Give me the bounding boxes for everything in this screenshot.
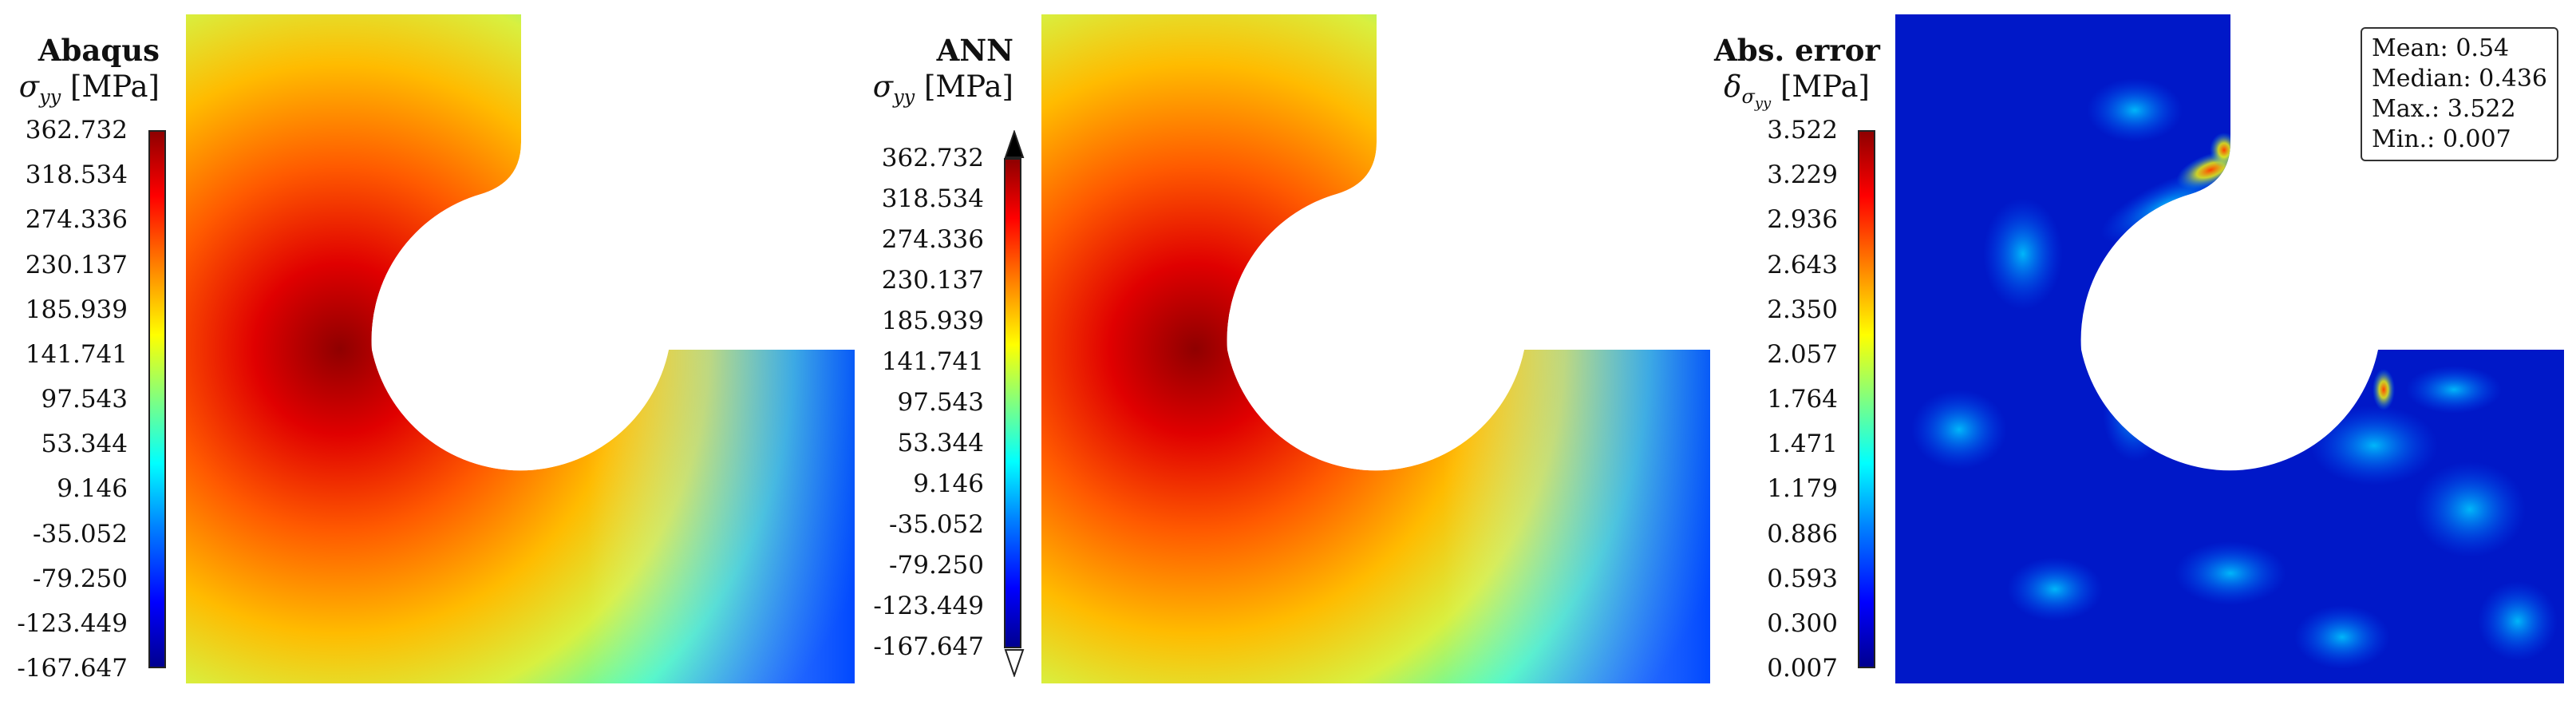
colorbar: [148, 130, 166, 668]
panel-title: Abs. error δσyy [MPa]: [1714, 32, 1880, 122]
tick-label: 0.007: [1767, 654, 1838, 683]
tick-label: 97.543: [897, 388, 984, 417]
stress-field-plot: [1041, 14, 1710, 683]
tick-label: 362.732: [881, 144, 984, 172]
colorbar-ticks: 362.732 318.534 274.336 230.137 185.939 …: [858, 144, 984, 661]
tick-label: -79.250: [889, 550, 984, 580]
tick-label: 3.229: [1767, 160, 1838, 190]
tick-label: 3.522: [1767, 116, 1838, 145]
quantity-label: σyy [MPa]: [18, 69, 160, 109]
stat-min: Min.: 0.007: [2372, 125, 2511, 153]
tick-label: 274.336: [881, 225, 984, 254]
panel-abaqus: Abaqus σyy [MPa] 362.732 318.534 274.336…: [0, 0, 862, 701]
quantity-label: δσyy [MPa]: [1724, 69, 1870, 113]
panel-abs-error: Abs. error δσyy [MPa] 3.522 3.229 2.936 …: [1714, 0, 2576, 701]
hole-cutout: [1227, 14, 1710, 471]
tick-label: 53.344: [41, 430, 128, 459]
tick-label: 2.643: [1767, 250, 1838, 279]
tick-label: -35.052: [33, 519, 128, 549]
specimen-overlay: [1041, 14, 1710, 683]
colorbar-extend-top: [1004, 130, 1025, 158]
statistics-box: Mean: 0.54 Median: 0.436 Max.: 3.522 Min…: [2361, 27, 2559, 161]
colorbar-ticks: 3.522 3.229 2.936 2.643 2.350 2.057 1.76…: [1714, 116, 1838, 683]
panel-title: Abaqus σyy [MPa]: [0, 32, 160, 115]
tick-label: 1.471: [1767, 430, 1838, 459]
colorbar-extend-bottom: [1004, 649, 1025, 677]
quantity-label: σyy [MPa]: [872, 69, 1013, 109]
tick-label: 9.146: [57, 474, 128, 504]
tick-label: 2.350: [1767, 295, 1838, 324]
tick-label: -123.449: [17, 608, 128, 638]
tick-label: -123.449: [873, 592, 984, 620]
panel-name: Abaqus: [38, 33, 160, 68]
specimen-overlay: [186, 14, 855, 683]
stat-median: Median: 0.436: [2372, 65, 2548, 93]
tick-label: 2.936: [1767, 205, 1838, 235]
tick-label: 141.741: [25, 339, 128, 369]
colorbar-ticks: 362.732 318.534 274.336 230.137 185.939 …: [0, 116, 128, 683]
colorbar: [1004, 158, 1021, 648]
tick-label: 2.057: [1767, 339, 1838, 369]
tick-label: 185.939: [25, 295, 128, 324]
tick-label: 141.741: [881, 347, 984, 376]
tick-label: 0.300: [1767, 608, 1838, 638]
tick-label: 230.137: [881, 266, 984, 295]
panel-name: ANN: [936, 33, 1013, 68]
stat-mean: Mean: 0.54: [2372, 34, 2510, 62]
panel-ann: ANN σyy [MPa] 362.732 318.534 274.336 23…: [858, 0, 1720, 701]
error-field-plot: [1895, 14, 2564, 683]
tick-label: 97.543: [41, 385, 128, 414]
tick-label: 230.137: [25, 250, 128, 279]
tick-label: 318.534: [25, 160, 128, 190]
panel-title: ANN σyy [MPa]: [858, 32, 1013, 115]
tick-label: 1.764: [1767, 385, 1838, 414]
tick-label: 185.939: [881, 306, 984, 335]
tick-label: -79.250: [33, 564, 128, 593]
stress-field-plot: [186, 14, 855, 683]
tick-label: 0.593: [1767, 564, 1838, 593]
tick-label: -167.647: [873, 632, 984, 661]
tick-label: 1.179: [1767, 474, 1838, 504]
colorbar: [1858, 130, 1875, 668]
tick-label: 9.146: [913, 469, 984, 498]
tick-label: 274.336: [25, 205, 128, 235]
tick-label: -167.647: [17, 654, 128, 683]
tick-label: 318.534: [881, 184, 984, 213]
tick-label: 53.344: [897, 428, 984, 457]
tick-label: -35.052: [889, 510, 984, 539]
tick-label: 0.886: [1767, 519, 1838, 549]
tick-label: 362.732: [25, 116, 128, 145]
hole-cutout: [371, 14, 855, 471]
stat-max: Max.: 3.522: [2372, 95, 2516, 123]
panel-name: Abs. error: [1714, 33, 1880, 68]
